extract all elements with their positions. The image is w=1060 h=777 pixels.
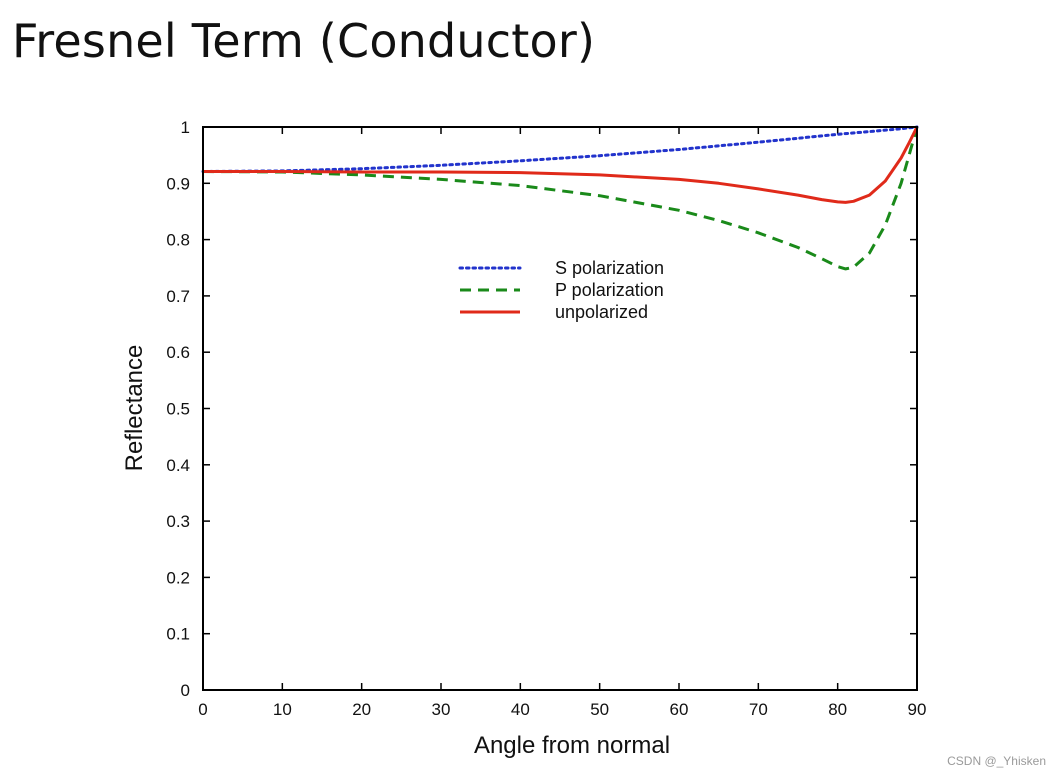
y-tick-label: 0.9 [166,174,190,193]
y-tick-label: 1 [181,118,190,137]
y-tick-label: 0.3 [166,512,190,531]
series-line-unpolarized [203,126,919,204]
x-axis-title: Angle from normal [474,732,670,759]
x-tick-label: 70 [749,700,768,719]
y-tick-label: 0.5 [166,400,190,419]
x-tick-label: 20 [352,700,371,719]
y-tick-label: 0 [181,681,190,700]
x-tick-label: 10 [273,700,292,719]
legend-label: S polarization [555,258,664,278]
x-tick-label: 90 [908,700,927,719]
series-line-s-polarization [201,125,919,173]
x-tick-label: 60 [670,700,689,719]
x-tick-label: 80 [828,700,847,719]
x-tick-label: 50 [590,700,609,719]
series-line-p-polarization [202,126,919,271]
plot-frame [202,126,918,691]
x-axis-ticks: 0 10 20 30 40 50 60 70 80 90 [198,127,926,719]
y-tick-label: 0.4 [166,456,190,475]
y-axis-title: Reflectance [121,345,148,472]
slide-title: Fresnel Term (Conductor) [12,14,596,68]
y-tick-label: 0.6 [166,343,190,362]
legend-label: P polarization [555,280,664,300]
series-layer [201,125,919,271]
y-tick-label: 0.2 [166,568,190,587]
x-tick-label: 30 [432,700,451,719]
x-tick-label: 0 [198,700,207,719]
y-tick-label: 0.7 [166,287,190,306]
y-tick-label: 0.1 [166,625,190,644]
watermark: CSDN @_Yhisken [947,754,1046,768]
y-axis-ticks: 0 0.1 0.2 0.3 0.4 0.5 0.6 0.7 0.8 0.9 1 [166,118,917,700]
y-tick-label: 0.8 [166,231,190,250]
legend-label: unpolarized [555,302,648,322]
x-tick-label: 40 [511,700,530,719]
